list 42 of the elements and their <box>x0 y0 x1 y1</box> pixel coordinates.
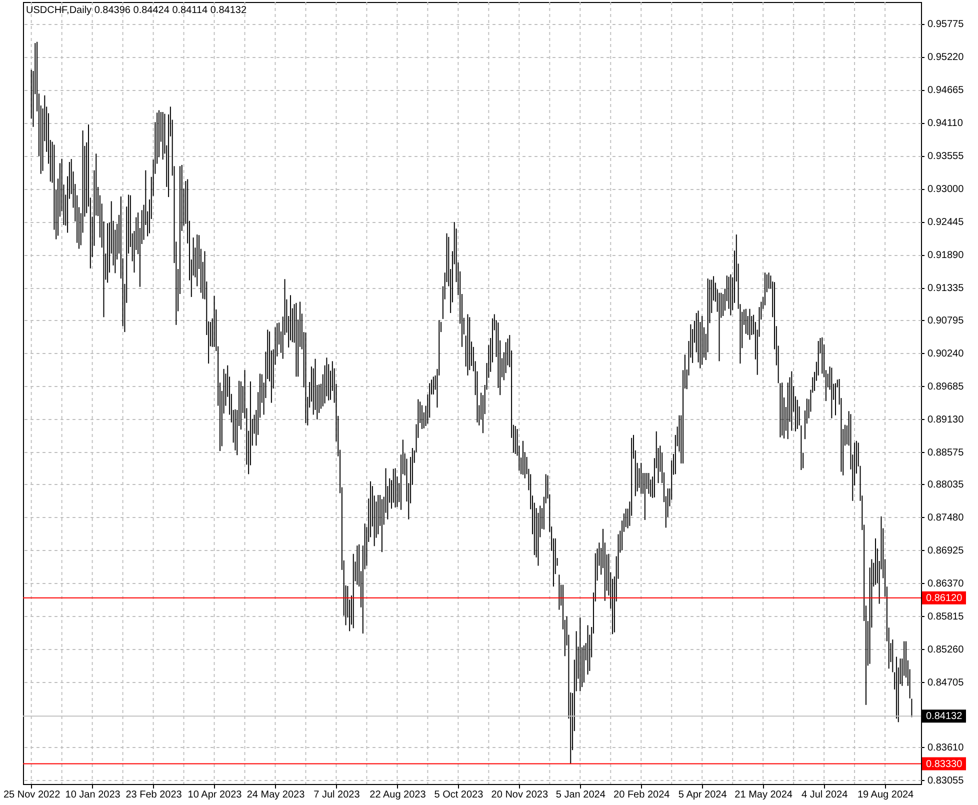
y-tick-label: 0.94110 <box>928 118 964 130</box>
y-tick-label: 0.85260 <box>928 644 964 656</box>
y-tick-label: 0.88035 <box>928 479 964 490</box>
y-tick-label: 0.86925 <box>928 545 964 556</box>
y-tick-label: 0.83055 <box>928 776 964 787</box>
x-tick-label: 21 May 2024 <box>734 790 793 800</box>
y-tick-label: 0.95220 <box>928 52 964 64</box>
y-tick-label: 0.95775 <box>928 19 964 30</box>
y-tick-label: 0.94665 <box>928 85 964 96</box>
y-tick-label: 0.91335 <box>928 283 964 294</box>
x-tick-label: 5 Oct 2023 <box>434 790 484 800</box>
y-tick-label: 0.90795 <box>928 315 964 326</box>
y-tick-label: 0.93000 <box>928 184 964 196</box>
x-tick-label: 10 Apr 2023 <box>188 790 242 800</box>
x-tick-label: 20 Nov 2023 <box>491 790 548 800</box>
x-tick-label: 24 May 2023 <box>246 790 306 800</box>
x-tick-label: 19 Aug 2024 <box>857 790 914 800</box>
chart-title: USDCHF,Daily 0.84396 0.84424 0.84114 0.84132 <box>26 5 247 16</box>
x-tick-label: 5 Apr 2024 <box>678 790 728 800</box>
y-tick-label: 0.85815 <box>928 612 964 623</box>
y-tick-label: 0.87480 <box>928 512 964 524</box>
x-tick-label: 22 Aug 2023 <box>370 790 426 800</box>
x-tick-label: 23 Feb 2023 <box>126 790 182 800</box>
x-tick-label: 7 Jul 2023 <box>314 790 360 800</box>
x-tick-label: 20 Feb 2024 <box>614 790 670 800</box>
y-tick-label: 0.90240 <box>928 348 964 360</box>
y-tick-label: 0.88575 <box>928 447 964 458</box>
y-tick-label: 0.89130 <box>928 414 964 426</box>
x-tick-label: 10 Jan 2023 <box>65 790 121 800</box>
x-tick-label: 25 Nov 2022 <box>3 790 61 800</box>
x-tick-label: 4 Jul 2024 <box>801 790 848 800</box>
x-tick-label: 5 Jan 2024 <box>556 790 606 800</box>
y-tick-label: 0.89685 <box>928 381 964 392</box>
y-tick-label: 0.92445 <box>928 217 964 228</box>
y-tick-label: 0.93555 <box>928 151 964 162</box>
y-tick-label: 0.83610 <box>928 742 964 754</box>
ref-line-label: 0.84132 <box>926 711 963 722</box>
ref-line-label: 0.83330 <box>926 758 963 770</box>
y-tick-label: 0.86370 <box>928 578 964 590</box>
ref-line-label: 0.86120 <box>926 592 963 604</box>
y-tick-label: 0.84705 <box>928 678 964 689</box>
y-tick-label: 0.91890 <box>928 250 964 262</box>
